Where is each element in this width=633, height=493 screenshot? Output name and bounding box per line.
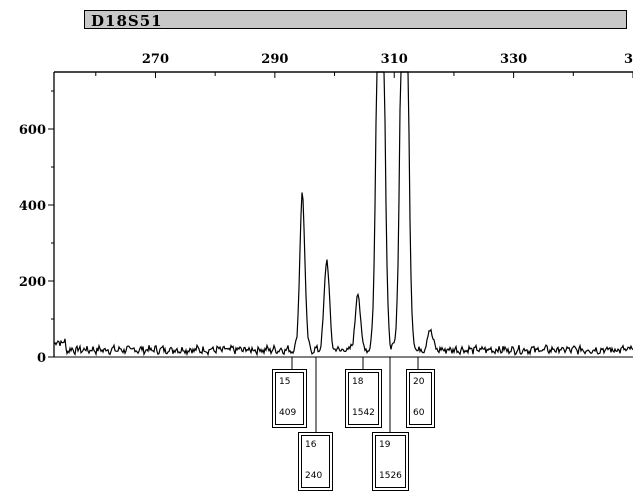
x-tick-label: 35	[624, 52, 633, 67]
allele-call-height: 409	[279, 408, 297, 418]
allele-call-box[interactable]: 18 1542	[345, 369, 382, 428]
allele-call-box[interactable]: 16 240	[298, 432, 333, 491]
allele-call-height: 1526	[379, 471, 402, 481]
x-tick-label: 270	[142, 52, 169, 67]
allele-call-box[interactable]: 20 60	[406, 369, 435, 428]
x-tick-label: 290	[261, 52, 288, 67]
allele-call-box[interactable]: 15 409	[272, 369, 307, 428]
y-tick-label: 0	[37, 351, 46, 366]
allele-call-height: 1542	[352, 408, 375, 418]
y-tick-label: 600	[19, 123, 46, 138]
allele-call-allele: 20	[413, 377, 425, 387]
allele-call-height: 60	[413, 408, 425, 418]
marker-name: D18S51	[91, 12, 163, 30]
y-tick-label: 400	[19, 199, 46, 214]
allele-call-allele: 16	[305, 440, 317, 450]
allele-call-allele: 19	[379, 440, 391, 450]
y-tick-label: 200	[19, 275, 46, 290]
allele-call-height: 240	[305, 471, 323, 481]
allele-call-box[interactable]: 19 1526	[372, 432, 409, 491]
marker-name-bar: D18S51	[84, 10, 627, 30]
allele-call-allele: 18	[352, 377, 364, 387]
allele-call-allele: 15	[279, 377, 291, 387]
data-series-trace	[53, 71, 633, 357]
x-tick-label: 310	[381, 52, 408, 67]
x-tick-label: 330	[500, 52, 527, 67]
